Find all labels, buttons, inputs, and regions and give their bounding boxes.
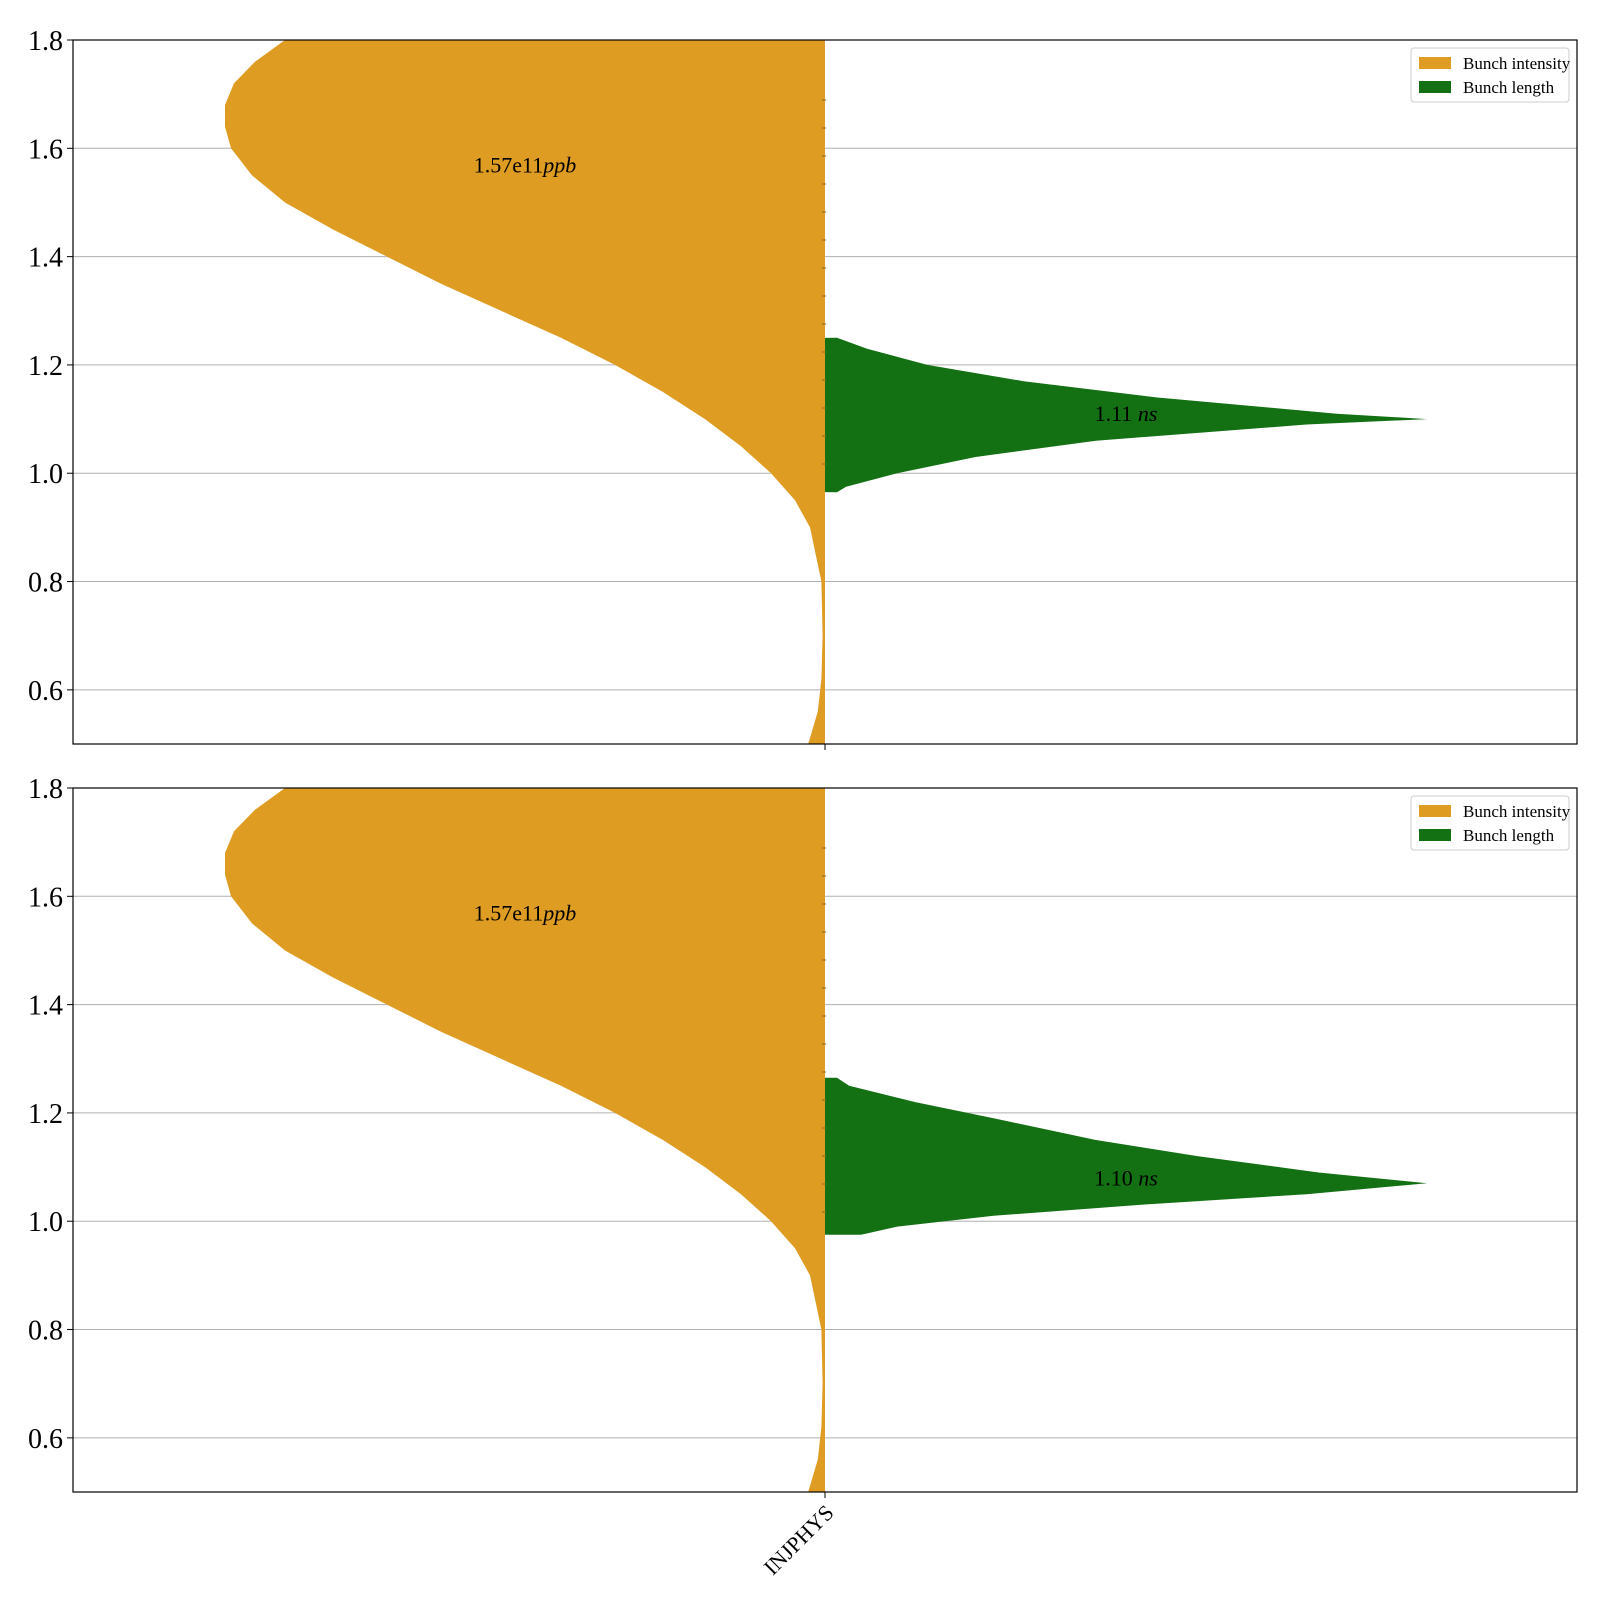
legend: Bunch intensity Bunch length <box>1410 795 1571 851</box>
legend: Bunch intensity Bunch length <box>1410 47 1571 103</box>
y-tick-label: 1.0 <box>28 1207 63 1238</box>
y-tick-label: 0.8 <box>28 568 63 599</box>
violin-bunch-intensity <box>225 40 825 744</box>
y-tick-label: 1.8 <box>28 774 63 805</box>
bottom-panel: 0.6 0.8 1.0 1.2 1.4 1.6 1.8 1.57e11ppb 1.10 ns Bu… <box>28 774 1578 1498</box>
y-tick-label: 1.4 <box>28 243 63 274</box>
y-tick-label: 1.6 <box>28 882 63 913</box>
annotation-bunch-length: 1.10 ns <box>1094 1165 1158 1190</box>
legend-label: Bunch length <box>1463 826 1555 845</box>
violin-bunch-length <box>825 337 1427 493</box>
top-panel: 0.6 0.8 1.0 1.2 1.4 1.6 1.8 1.57e11ppb 1.11 ns Bu… <box>28 26 1578 750</box>
y-tick-label: 1.4 <box>28 991 63 1022</box>
legend-swatch <box>1419 805 1451 817</box>
annotation-bunch-length: 1.11 ns <box>1095 401 1158 426</box>
legend-swatch <box>1419 81 1451 93</box>
x-axis: INJPHYS <box>759 1500 839 1580</box>
legend-swatch <box>1419 829 1451 841</box>
x-tick-label: INJPHYS <box>759 1500 839 1580</box>
y-tick-label: 1.2 <box>28 1099 63 1130</box>
y-tick-label: 0.8 <box>28 1316 63 1347</box>
legend-label: Bunch length <box>1463 78 1555 97</box>
annotation-bunch-intensity: 1.57e11ppb <box>474 901 576 926</box>
y-tick-label: 1.0 <box>28 459 63 490</box>
violin-bunch-intensity <box>225 788 825 1492</box>
y-tick-label: 1.2 <box>28 351 63 382</box>
y-tick-label: 1.8 <box>28 26 63 57</box>
legend-label: Bunch intensity <box>1463 802 1571 821</box>
y-tick-label: 1.6 <box>28 134 63 165</box>
legend-swatch <box>1419 57 1451 69</box>
violin-bunch-length <box>825 1077 1427 1235</box>
legend-label: Bunch intensity <box>1463 54 1571 73</box>
y-tick-label: 0.6 <box>28 1424 63 1455</box>
y-tick-label: 0.6 <box>28 676 63 707</box>
annotation-bunch-intensity: 1.57e11ppb <box>474 153 576 178</box>
